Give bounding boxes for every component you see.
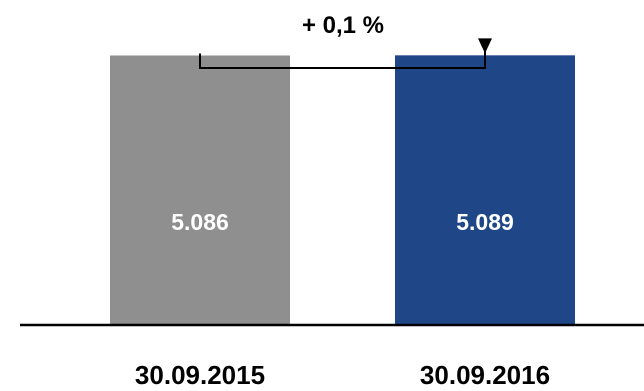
bar-value-label-1: 5.086 (171, 209, 229, 235)
bar-1 (110, 55, 290, 325)
change-label: + 0,1 % (302, 12, 384, 39)
category-label-2: 30.09.2016 (420, 360, 550, 390)
arrow-head-icon (478, 38, 492, 54)
bars: 5.086 5.089 (110, 55, 575, 325)
bar-value-label-2: 5.089 (456, 209, 514, 235)
connector-line (199, 39, 486, 69)
category-labels: 30.09.2015 30.09.2016 (135, 360, 550, 390)
category-label-1: 30.09.2015 (135, 360, 265, 390)
change-connector (199, 38, 492, 69)
bar-2 (395, 55, 575, 325)
